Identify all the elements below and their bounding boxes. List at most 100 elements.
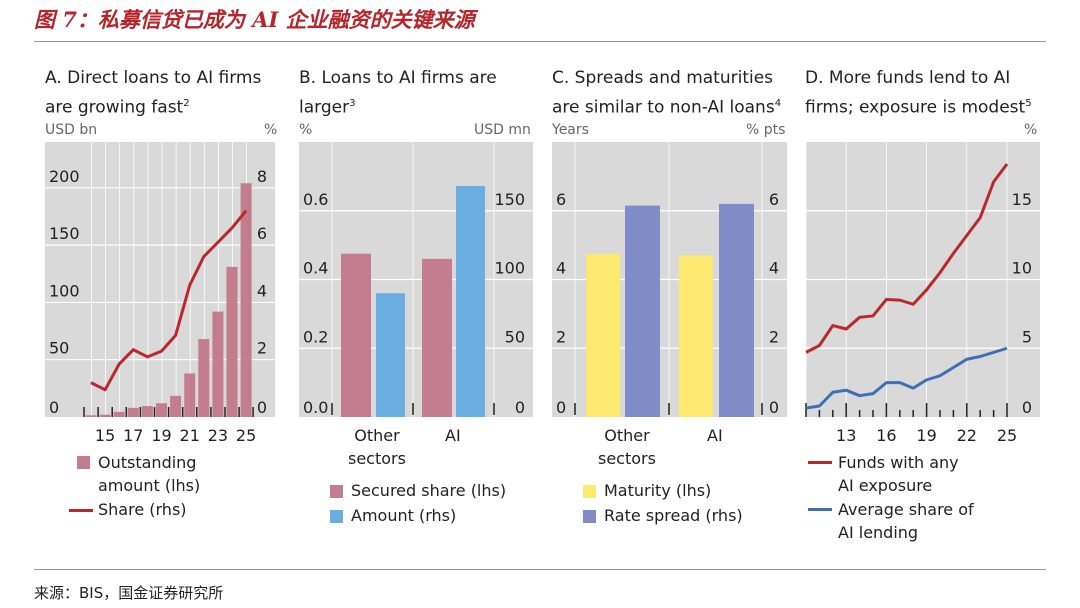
panel-d-funds-line bbox=[805, 163, 1009, 354]
panel-c-y2-tick-label: 4 bbox=[769, 259, 779, 278]
panel-b-y2-tick-label: 50 bbox=[505, 327, 525, 346]
panel-c-bar-rhs bbox=[625, 205, 660, 417]
panel-a-x-tick-label: 17 bbox=[123, 426, 143, 445]
panel-c-ylabel: Years bbox=[552, 122, 589, 138]
panel-a-x-tick-label: 19 bbox=[151, 426, 171, 445]
panel-a-y2label: % bbox=[264, 122, 278, 138]
panel-a-bar bbox=[184, 373, 196, 417]
panel-c-title-line1: C. Spreads and maturities bbox=[552, 68, 774, 88]
panel-a-x-tick-label: 25 bbox=[236, 426, 256, 445]
legend-swatch-rate-spread bbox=[583, 510, 596, 523]
panel-c-title: C. Spreads and maturities are similar to … bbox=[552, 66, 781, 121]
panel-c-category-other: Other sectors bbox=[598, 426, 656, 468]
panel-a-bar bbox=[240, 183, 252, 417]
panel-c-y2-tick-label: 6 bbox=[769, 190, 779, 209]
panel-a-y2-tick-label: 2 bbox=[257, 339, 267, 358]
panel-b-bar-rhs bbox=[456, 186, 485, 417]
legend-line-share bbox=[69, 509, 93, 512]
panel-a-bar bbox=[127, 407, 139, 417]
panel-b-bar-lhs bbox=[341, 253, 371, 417]
legend-rate-spread: Rate spread (rhs) bbox=[604, 506, 743, 525]
legend-line-average-share bbox=[808, 508, 832, 511]
legend-swatch-outstanding bbox=[77, 456, 90, 469]
panel-a-bar bbox=[212, 311, 224, 417]
panel-d-x-tick-label: 22 bbox=[957, 426, 977, 445]
panel-a-bar bbox=[170, 395, 182, 417]
panel-a-title-line2: are growing fast bbox=[45, 97, 184, 118]
panel-b-y-tick-label: 0.6 bbox=[303, 190, 328, 209]
panel-d-title-line1: D. More funds lend to AI bbox=[805, 68, 1011, 88]
legend-funds: Funds with any AI exposure bbox=[838, 453, 959, 495]
legend-secured: Secured share (lhs) bbox=[351, 481, 507, 500]
panel-a-bar bbox=[226, 266, 238, 417]
panel-a-y-tick-label: 50 bbox=[49, 339, 69, 358]
panel-a-bar bbox=[141, 406, 153, 417]
panel-b-y-tick-label: 0.0 bbox=[303, 398, 328, 417]
panel-c-y2-tick-label: 2 bbox=[769, 327, 779, 346]
panel-a-y-tick-label: 150 bbox=[49, 224, 80, 243]
panel-d-note: 5 bbox=[1025, 98, 1032, 109]
panel-b-y-tick-label: 0.2 bbox=[303, 327, 328, 346]
panel-b-y2-tick-label: 150 bbox=[494, 190, 525, 209]
panel-d-y2-tick-label: 5 bbox=[1022, 327, 1032, 346]
panel-b-bar-rhs bbox=[376, 293, 405, 417]
panel-a-bar bbox=[99, 414, 111, 417]
panel-b-y2-tick-label: 0 bbox=[515, 398, 525, 417]
panel-c-y2label: % pts bbox=[746, 122, 786, 138]
panel-a-x-tick-label: 21 bbox=[180, 426, 200, 445]
panel-c-title-line2: are similar to non-AI loans bbox=[552, 97, 775, 118]
panel-d-y2-tick-label: 0 bbox=[1022, 398, 1032, 417]
panel-c-y2-tick-label: 0 bbox=[769, 398, 779, 417]
legend-maturity: Maturity (lhs) bbox=[604, 481, 712, 500]
panel-a-x-tick-label: 15 bbox=[95, 426, 115, 445]
panel-d-x-tick-label: 19 bbox=[916, 426, 936, 445]
panel-a-y2-tick-label: 6 bbox=[257, 224, 267, 243]
panel-c-y-tick-label: 0 bbox=[556, 398, 566, 417]
panel-b-title: B. Loans to AI firms are larger3 bbox=[299, 66, 497, 121]
panel-b-category-ai: AI bbox=[445, 426, 461, 445]
title-divider bbox=[34, 41, 1046, 42]
panel-a-y-tick-label: 200 bbox=[49, 167, 80, 186]
panel-c-bar-rhs bbox=[719, 203, 754, 417]
panel-a-share-line bbox=[90, 209, 248, 392]
panel-c-y-tick-label: 6 bbox=[556, 190, 566, 209]
panel-d-y2-tick-label: 15 bbox=[1012, 190, 1032, 209]
panel-b-category-other: Other sectors bbox=[348, 426, 406, 468]
source-note: 来源：BIS，国金证券研究所 bbox=[34, 584, 224, 602]
panel-d-x-tick-label: 16 bbox=[876, 426, 896, 445]
panel-d-y2-tick-label: 10 bbox=[1012, 259, 1032, 278]
footer-divider bbox=[34, 569, 1046, 570]
panel-b-note: 3 bbox=[349, 98, 356, 109]
legend-line-funds bbox=[808, 461, 832, 464]
panel-a-ylabel: USD bn bbox=[45, 122, 98, 138]
panel-b-title-line1: B. Loans to AI firms are bbox=[299, 68, 497, 88]
panel-d-x-tick-label: 25 bbox=[997, 426, 1017, 445]
panel-a-y-tick-label: 0 bbox=[49, 398, 59, 417]
panel-a-y-tick-label: 100 bbox=[49, 281, 80, 300]
panel-b-ylabel: % bbox=[299, 122, 313, 138]
panel-a-title-line1: A. Direct loans to AI firms bbox=[45, 68, 262, 88]
panel-a-y2-tick-label: 8 bbox=[257, 167, 267, 186]
panel-a-y2-tick-label: 4 bbox=[257, 281, 267, 300]
figure-title: 图 7：私募信贷已成为 AI 企业融资的关键来源 bbox=[34, 7, 475, 32]
legend-amount: Amount (rhs) bbox=[351, 506, 457, 525]
panel-a-x-tick-label: 23 bbox=[208, 426, 228, 445]
panel-c-y-tick-label: 2 bbox=[556, 327, 566, 346]
panel-a-bar bbox=[113, 411, 125, 417]
legend-swatch-secured bbox=[330, 485, 343, 498]
panel-c-bar-lhs bbox=[586, 253, 620, 417]
legend-outstanding: Outstanding amount (lhs) bbox=[98, 453, 201, 495]
panel-a-y2-tick-label: 0 bbox=[257, 398, 267, 417]
panel-c-note: 4 bbox=[774, 98, 782, 109]
panel-c-category-ai: AI bbox=[707, 426, 723, 445]
panel-b-y2-tick-label: 100 bbox=[494, 259, 525, 278]
panel-d-title-line2: firms; exposure is modest bbox=[805, 97, 1026, 118]
panel-b-bar-lhs bbox=[422, 258, 452, 417]
panel-b-y-tick-label: 0.4 bbox=[303, 259, 328, 278]
panel-d-average-share-line bbox=[805, 346, 1008, 410]
panel-a-title: A. Direct loans to AI firms are growing f… bbox=[45, 66, 261, 121]
legend-swatch-amount bbox=[330, 510, 343, 523]
panel-d-x-tick-label: 13 bbox=[836, 426, 856, 445]
panel-b-title-line2: larger bbox=[299, 97, 350, 118]
panel-a-bar bbox=[156, 403, 167, 417]
